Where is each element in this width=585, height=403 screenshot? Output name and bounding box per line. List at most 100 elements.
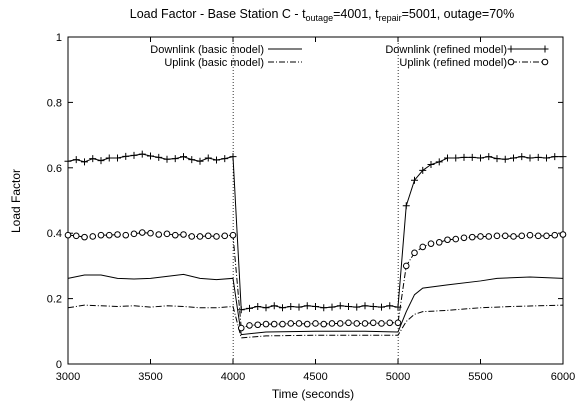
data-point <box>81 233 88 241</box>
data-point <box>229 231 237 239</box>
data-point <box>196 233 204 240</box>
data-point <box>221 155 229 163</box>
data-point <box>155 153 163 161</box>
data-point <box>180 153 187 161</box>
data-point <box>312 320 319 327</box>
legend-entry-2: Downlink (refined model) <box>385 44 549 56</box>
data-point <box>81 158 88 166</box>
data-point <box>213 233 220 240</box>
data-point <box>460 234 468 242</box>
data-point <box>543 154 550 162</box>
data-point <box>279 304 286 312</box>
series-2 <box>64 150 567 314</box>
title-prefix: Load Factor - Base Station C - t <box>130 7 306 21</box>
data-point <box>303 320 311 328</box>
data-point <box>221 232 229 240</box>
data-point <box>138 150 146 158</box>
data-point <box>378 303 385 311</box>
data-point <box>543 232 550 240</box>
data-point <box>89 233 97 240</box>
data-point <box>328 320 336 327</box>
data-point <box>114 231 121 238</box>
data-point <box>270 320 278 328</box>
x-tick-label-4000: 4000 <box>221 371 245 383</box>
legend-label-0: Downlink (basic model) <box>150 44 264 56</box>
legend-label-2: Downlink (refined model) <box>385 44 507 56</box>
data-point <box>518 232 526 240</box>
data-point <box>551 153 559 161</box>
data-point <box>411 249 418 257</box>
data-point <box>518 153 526 161</box>
data-point <box>485 153 493 161</box>
data-point <box>122 231 130 239</box>
data-point <box>279 320 286 328</box>
data-point <box>130 151 138 159</box>
data-point <box>105 154 113 162</box>
data-point <box>411 176 418 184</box>
data-point <box>477 233 484 240</box>
series-line-3 <box>67 232 564 329</box>
x-tick-label-6000: 6000 <box>551 371 575 383</box>
data-point <box>97 157 105 165</box>
legend-label-1: Uplink (basic model) <box>164 57 264 69</box>
plot-frame <box>67 36 564 365</box>
data-point <box>345 302 352 310</box>
data-point <box>345 319 352 327</box>
y-tick-label-0.2: 0.2 <box>47 294 62 306</box>
data-point <box>320 304 328 312</box>
data-point <box>254 302 262 310</box>
data-point <box>485 233 493 240</box>
x-tick-label-4500: 4500 <box>303 371 327 383</box>
series-0 <box>67 273 564 336</box>
data-point <box>213 156 220 164</box>
data-point <box>361 302 369 310</box>
data-point <box>196 157 204 165</box>
x-axis-label: Time (seconds) <box>272 387 354 401</box>
data-point <box>320 320 328 328</box>
legend-entry-0: Downlink (basic model) <box>150 44 302 56</box>
data-point <box>353 303 361 311</box>
series-1 <box>67 304 564 339</box>
legend-entry-3: Uplink (refined model) <box>399 57 549 69</box>
x-tick-label-3000: 3000 <box>56 371 80 383</box>
data-point <box>510 154 517 162</box>
data-point <box>64 157 72 165</box>
title-mid: =4001, t <box>333 7 379 21</box>
data-point <box>287 320 295 327</box>
data-point <box>353 320 361 327</box>
series-3 <box>64 229 567 332</box>
y-tick-label-0: 0 <box>56 359 62 371</box>
data-point <box>369 302 377 310</box>
axes: 3000 3500 4000 4500 5000 5500 6000 0 0.2 0.4 0.6 0.… <box>47 32 576 383</box>
legend-marker <box>507 58 515 66</box>
data-point <box>188 233 196 240</box>
data-point <box>394 319 402 327</box>
data-point <box>419 243 427 251</box>
data-point <box>147 229 154 237</box>
data-point <box>435 239 443 246</box>
data-point <box>534 153 542 161</box>
data-point <box>386 302 394 310</box>
legend-marker <box>541 58 549 66</box>
data-point <box>130 230 138 238</box>
data-point <box>89 155 97 163</box>
data-point <box>262 304 270 312</box>
data-point <box>468 233 476 241</box>
series-line-1 <box>67 304 564 339</box>
data-point <box>402 202 410 210</box>
data-point <box>336 320 344 327</box>
data-point <box>312 302 319 310</box>
data-point <box>559 153 567 161</box>
title-sub-outage: outage <box>306 13 334 23</box>
data-point <box>477 154 484 162</box>
data-point <box>510 233 517 240</box>
data-point <box>402 262 410 270</box>
data-point <box>188 156 196 164</box>
data-point <box>361 320 369 327</box>
data-point <box>526 154 534 162</box>
data-point <box>419 166 427 174</box>
data-point <box>435 158 443 166</box>
x-tick-label-5500: 5500 <box>468 371 492 383</box>
data-point <box>468 153 476 161</box>
data-point <box>534 232 542 240</box>
